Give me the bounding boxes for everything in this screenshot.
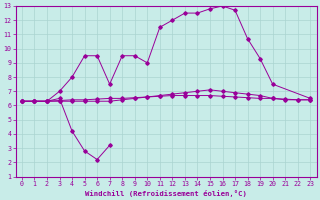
X-axis label: Windchill (Refroidissement éolien,°C): Windchill (Refroidissement éolien,°C)	[85, 190, 247, 197]
